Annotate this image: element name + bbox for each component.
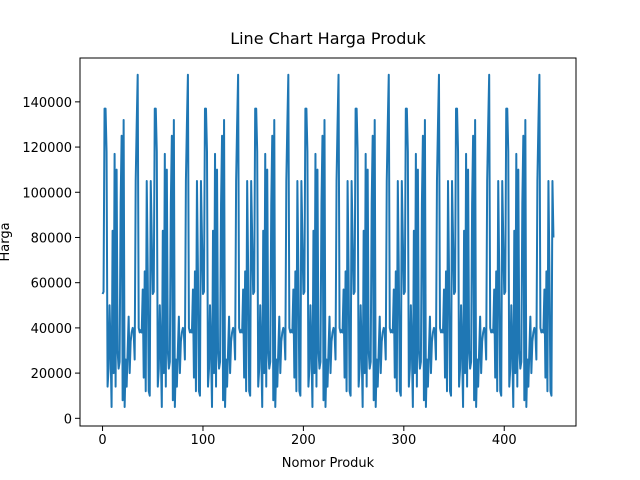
data-line — [101, 73, 555, 409]
plot-frame — [79, 57, 577, 427]
x-tick-label: 0 — [98, 433, 106, 448]
x-axis-label: Nomor Produk — [282, 456, 375, 471]
y-tick-label: 40000 — [31, 322, 72, 337]
y-tick-label: 0 — [64, 412, 72, 427]
x-tick-label: 400 — [492, 433, 517, 448]
chart-title: Line Chart Harga Produk — [230, 29, 426, 48]
y-tick-label: 120000 — [22, 141, 72, 156]
y-tick-label: 80000 — [31, 231, 72, 246]
y-tick-label: 60000 — [31, 277, 72, 292]
y-tick-label: 140000 — [22, 96, 72, 111]
y-tick-label: 20000 — [31, 367, 72, 382]
x-tick-label: 300 — [391, 433, 416, 448]
y-axis-label: Harga — [0, 222, 13, 261]
x-tick-label: 100 — [191, 433, 216, 448]
x-tick-label: 200 — [291, 433, 316, 448]
y-tick-label: 100000 — [22, 186, 72, 201]
